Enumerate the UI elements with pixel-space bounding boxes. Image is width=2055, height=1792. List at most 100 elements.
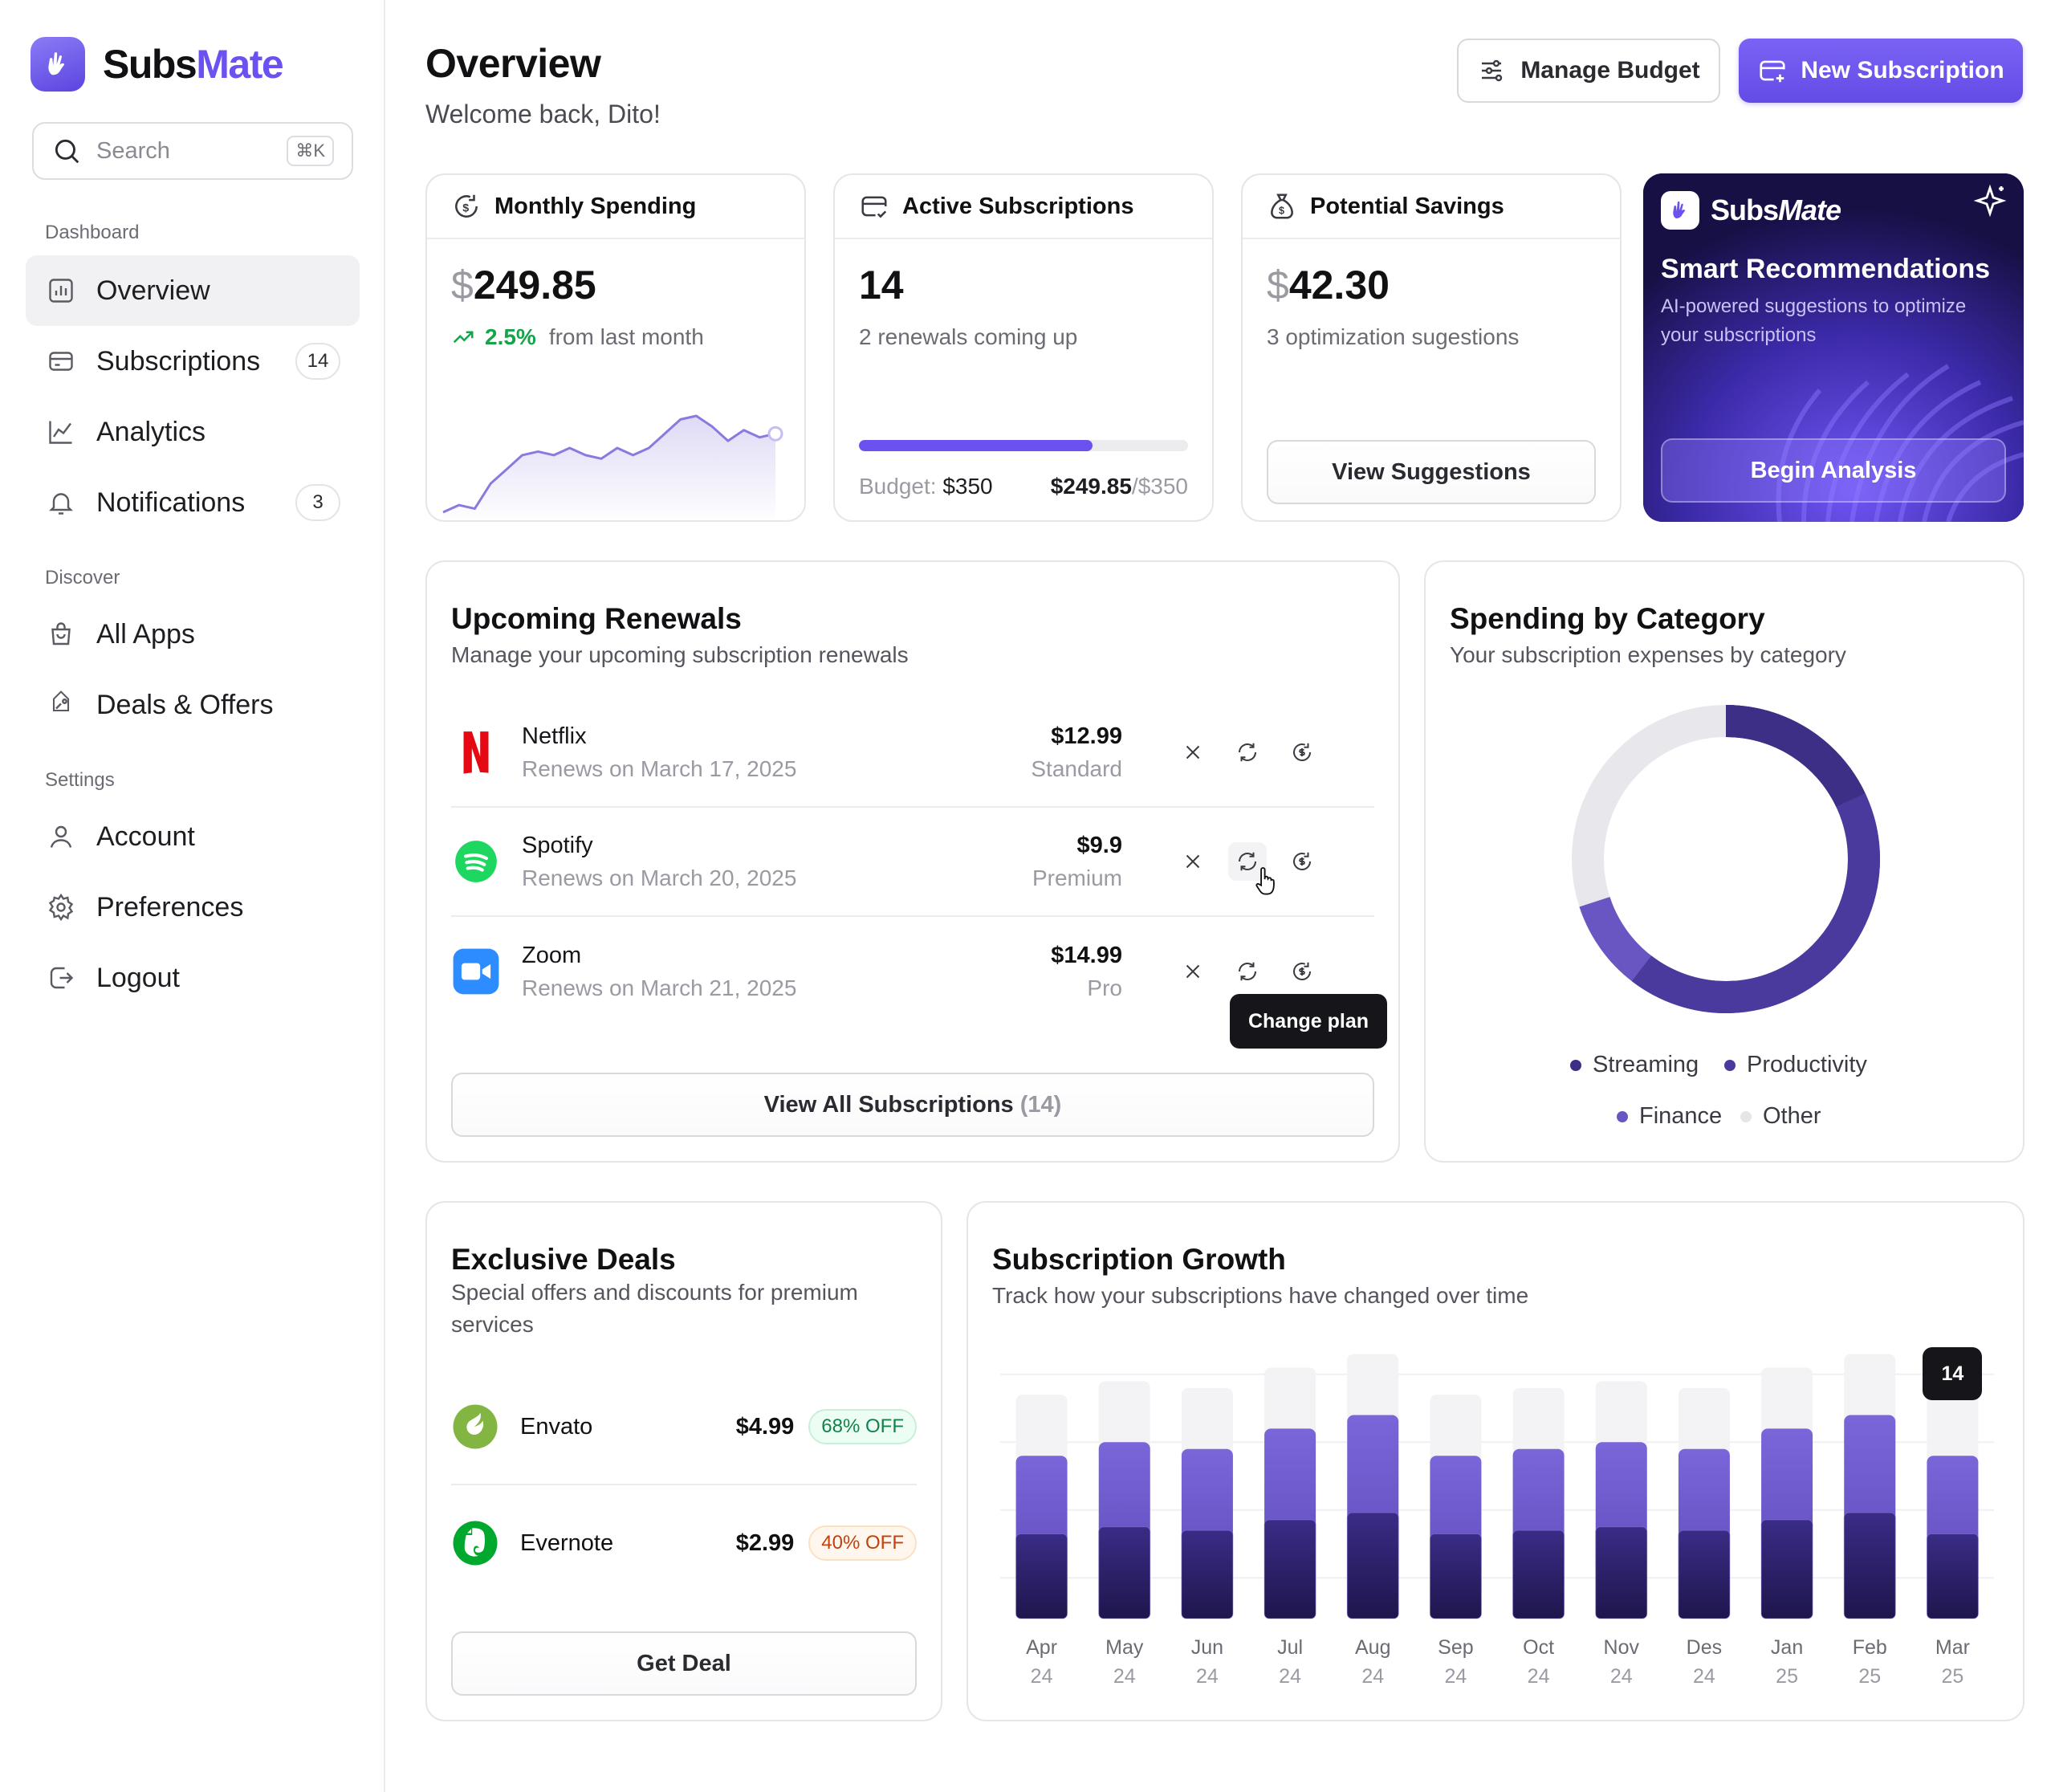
promo-description: AI-powered suggestions to optimize your … — [1661, 295, 1967, 346]
x-tick-label: Jun 24 — [1175, 1633, 1239, 1691]
x-tick-month: Jul — [1277, 1636, 1304, 1659]
cancel-netflix-button[interactable] — [1174, 733, 1212, 772]
sidebar-item-notifications[interactable]: Notifications 3 — [26, 467, 360, 538]
change-plan-spotify-button[interactable] — [1228, 842, 1267, 881]
card-check-icon — [861, 196, 887, 218]
bar-lower-segment[interactable] — [1429, 1533, 1482, 1619]
legend-finance: Finance — [1617, 1103, 1722, 1130]
x-tick-month: May — [1105, 1636, 1144, 1659]
pay-zoom-button[interactable] — [1283, 952, 1321, 991]
monthly-spending-title: Monthly Spending — [494, 193, 697, 219]
view-all-subscriptions-button[interactable]: View All Subscriptions (14) — [451, 1073, 1374, 1137]
search-icon — [55, 139, 79, 164]
get-deal-button[interactable]: Get Deal — [451, 1631, 917, 1696]
change-plan-netflix-button[interactable] — [1228, 733, 1267, 772]
x-tick-year: 24 — [1030, 1665, 1053, 1688]
sidebar-item-all-apps[interactable]: All Apps — [26, 599, 360, 670]
view-suggestions-button[interactable]: View Suggestions — [1267, 440, 1596, 504]
x-tick-label: May 24 — [1093, 1633, 1157, 1691]
x-tick-month: Nov — [1603, 1636, 1639, 1659]
zoom-name: Zoom — [522, 942, 582, 968]
optimization-note: 3 optimization sugestions — [1267, 324, 1520, 349]
sidebar-item-deals-offers[interactable]: Deals & Offers — [26, 670, 360, 740]
x-tick-year: 25 — [1776, 1665, 1798, 1688]
subscriptions-count-badge: 14 — [295, 343, 340, 380]
x-tick-year: 25 — [1858, 1665, 1882, 1688]
spending-by-category-card: Spending by Category Your subscription e… — [1424, 560, 2024, 1163]
bar-lower-segment[interactable] — [1015, 1533, 1068, 1619]
bar-lower-segment[interactable] — [1595, 1526, 1648, 1619]
bar-lower-segment[interactable] — [1098, 1526, 1151, 1619]
new-subscription-button[interactable]: New Subscription — [1739, 39, 2023, 103]
evernote-logo-icon — [453, 1521, 498, 1566]
dollar-cycle-icon — [1293, 962, 1311, 981]
smart-recommendations-card: SubsMate Smart Recommendations AI-powere… — [1643, 173, 2024, 522]
sidebar-item-analytics[interactable]: Analytics — [26, 397, 360, 467]
budget-label: Budget: — [859, 474, 937, 499]
promo-logo: SubsMate — [1661, 191, 1841, 230]
promo-title: Smart Recommendations — [1661, 254, 1990, 284]
bar-lower-segment[interactable] — [1512, 1529, 1565, 1619]
change-plan-zoom-button[interactable] — [1228, 952, 1267, 991]
app-logo[interactable]: SubsMate — [31, 37, 284, 92]
card-icon — [45, 345, 77, 377]
renewals-note: 2 renewals coming up — [859, 324, 1078, 349]
deal-row-envato: Envato $4.99 68% OFF — [451, 1370, 917, 1485]
sidebar-item-account[interactable]: Account — [26, 801, 360, 872]
dollar-circle-icon: $ — [455, 194, 478, 218]
x-tick-year: 24 — [1196, 1665, 1219, 1688]
refresh-icon — [1239, 852, 1256, 871]
exclusive-deals-subtitle: Special offers and discounts for premium… — [451, 1280, 858, 1337]
close-icon — [1186, 745, 1200, 760]
x-tick-year: 24 — [1527, 1665, 1550, 1688]
bar-lower-segment[interactable] — [1181, 1529, 1234, 1619]
exclusive-deals-card: Exclusive Deals Special offers and disco… — [425, 1201, 942, 1721]
search-shortcut: ⌘K — [287, 136, 334, 166]
envato-name: Envato — [520, 1413, 593, 1440]
analytics-icon — [45, 416, 77, 448]
hand-logo-icon — [1661, 191, 1699, 230]
monthly-spending-card: $ Monthly Spending $249.85 2.5% from las… — [425, 173, 806, 522]
zoom-price: $14.99 — [1051, 942, 1122, 968]
spending-category-subtitle: Your subscription expenses by category — [1450, 642, 1846, 667]
category-donut-chart — [1572, 705, 1880, 1013]
x-tick-label: Sep 24 — [1423, 1633, 1487, 1691]
sidebar-item-logout[interactable]: Logout — [26, 943, 360, 1013]
sidebar-item-overview[interactable]: Overview — [26, 255, 360, 326]
bar-lower-segment[interactable] — [1264, 1519, 1316, 1619]
manage-budget-button[interactable]: Manage Budget — [1457, 39, 1720, 103]
chart-icon — [45, 275, 77, 307]
welcome-text: Welcome back, Dito! — [425, 100, 661, 128]
pay-spotify-button[interactable] — [1283, 842, 1321, 881]
monthly-change: 2.5% — [485, 324, 536, 349]
bar-lower-segment[interactable] — [1760, 1519, 1813, 1619]
legend-other: Other — [1740, 1103, 1821, 1130]
bar-lower-segment[interactable] — [1678, 1529, 1731, 1619]
begin-analysis-button[interactable]: Begin Analysis — [1661, 438, 2006, 503]
pay-netflix-button[interactable] — [1283, 733, 1321, 772]
cancel-spotify-button[interactable] — [1174, 842, 1212, 881]
bar-lower-segment[interactable] — [1926, 1533, 1979, 1619]
sidebar-item-preferences[interactable]: Preferences — [26, 872, 360, 943]
trend-up-icon — [453, 331, 474, 344]
x-tick-year: 24 — [1113, 1665, 1136, 1688]
close-icon — [1186, 964, 1200, 979]
spotify-price: $9.9 — [1076, 832, 1122, 858]
budget-value: $350 — [942, 474, 993, 499]
cancel-zoom-button[interactable] — [1174, 952, 1212, 991]
x-tick-year: 24 — [1279, 1665, 1301, 1688]
x-tick-month: Oct — [1523, 1636, 1555, 1659]
renewal-row-zoom: Zoom Renews on March 21, 2025 $14.99 Pro — [451, 917, 1374, 1026]
x-tick-label: Apr 24 — [1010, 1633, 1074, 1691]
refresh-icon — [1239, 962, 1256, 981]
envato-price: $4.99 — [735, 1413, 795, 1440]
upcoming-renewals-card: Upcoming Renewals Manage your upcoming s… — [425, 560, 1400, 1163]
search-input[interactable]: Search ⌘K — [32, 122, 353, 180]
bar-lower-segment[interactable] — [1346, 1512, 1399, 1619]
x-tick-month: Jan — [1770, 1636, 1804, 1659]
x-tick-label: Aug 24 — [1341, 1633, 1405, 1691]
bar-lower-segment[interactable] — [1843, 1512, 1896, 1619]
sidebar-item-subscriptions[interactable]: Subscriptions 14 — [26, 326, 360, 397]
growth-tooltip: 14 — [1923, 1347, 1983, 1400]
active-subscriptions-card: Active Subscriptions 14 2 renewals comin… — [833, 173, 1214, 522]
